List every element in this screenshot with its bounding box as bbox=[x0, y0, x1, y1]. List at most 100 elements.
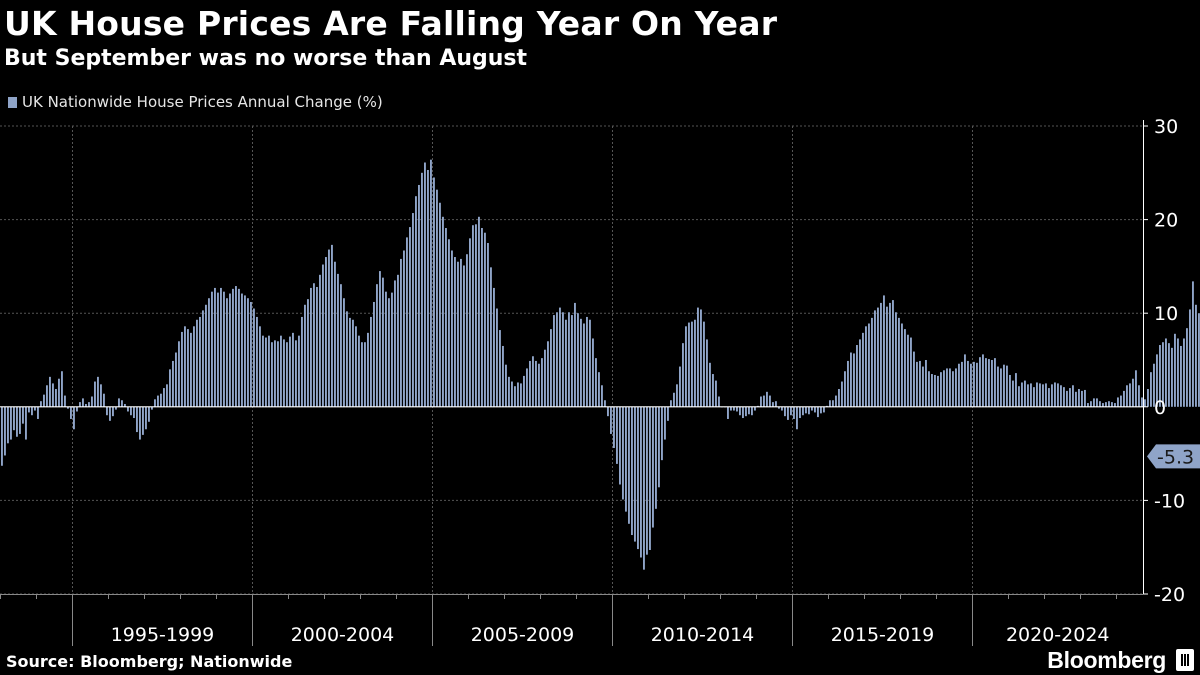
bar bbox=[553, 315, 555, 407]
bar bbox=[49, 376, 51, 407]
bar bbox=[1015, 373, 1017, 407]
bar bbox=[838, 389, 840, 407]
bloomberg-icon bbox=[1176, 649, 1194, 671]
bar bbox=[559, 307, 561, 407]
bar bbox=[892, 300, 894, 407]
bar bbox=[652, 406, 654, 528]
bar bbox=[241, 293, 243, 407]
bar bbox=[772, 402, 774, 407]
bar bbox=[955, 368, 957, 407]
bar bbox=[331, 244, 333, 407]
bar bbox=[118, 398, 120, 407]
bar bbox=[1033, 387, 1035, 407]
bar bbox=[1156, 354, 1158, 407]
bar bbox=[487, 243, 489, 407]
bar bbox=[928, 371, 930, 407]
bar bbox=[1096, 398, 1098, 407]
bar bbox=[874, 310, 876, 407]
bar bbox=[460, 258, 462, 407]
bar bbox=[43, 394, 45, 407]
bar bbox=[253, 308, 255, 407]
bar bbox=[952, 371, 954, 407]
bar bbox=[1138, 385, 1140, 407]
bar bbox=[154, 399, 156, 407]
bar bbox=[1084, 389, 1086, 407]
bar bbox=[307, 299, 309, 407]
bar bbox=[790, 406, 792, 416]
bar bbox=[211, 291, 213, 407]
bar bbox=[601, 385, 603, 407]
bar bbox=[556, 312, 558, 407]
bar bbox=[493, 287, 495, 407]
bar bbox=[1183, 338, 1185, 407]
y-tick-label: 10 bbox=[1154, 303, 1178, 325]
brand-logo-text: Bloomberg bbox=[1047, 647, 1166, 673]
bar bbox=[931, 374, 933, 407]
bar bbox=[1189, 309, 1191, 407]
y-tick-label: 0 bbox=[1154, 397, 1166, 419]
bar bbox=[598, 372, 600, 407]
bar bbox=[403, 250, 405, 407]
bar bbox=[883, 295, 885, 407]
bar bbox=[673, 392, 675, 407]
bar bbox=[511, 381, 513, 407]
bar bbox=[1186, 328, 1188, 407]
bar bbox=[136, 406, 138, 433]
bar bbox=[40, 401, 42, 407]
axes bbox=[0, 120, 1144, 646]
bar bbox=[13, 406, 15, 431]
bar bbox=[205, 304, 207, 407]
bar bbox=[973, 361, 975, 407]
bar bbox=[370, 316, 372, 407]
bar bbox=[1198, 313, 1200, 407]
bar bbox=[376, 284, 378, 407]
bar bbox=[712, 374, 714, 407]
bar bbox=[976, 362, 978, 407]
bar bbox=[619, 406, 621, 485]
bar bbox=[346, 311, 348, 407]
bar bbox=[229, 293, 231, 407]
bar bbox=[295, 340, 297, 407]
bar bbox=[1108, 401, 1110, 407]
bar bbox=[160, 393, 162, 407]
bar bbox=[415, 196, 417, 407]
bar bbox=[733, 406, 735, 411]
bar bbox=[568, 312, 570, 407]
bar bbox=[121, 400, 123, 407]
bar bbox=[796, 406, 798, 430]
bar bbox=[742, 406, 744, 419]
bar bbox=[115, 406, 117, 410]
bar bbox=[1048, 388, 1050, 407]
bar bbox=[235, 286, 237, 407]
bar bbox=[1111, 402, 1113, 407]
bar bbox=[850, 352, 852, 407]
bar bbox=[550, 329, 552, 407]
bar bbox=[178, 341, 180, 407]
bar bbox=[589, 319, 591, 407]
bar bbox=[766, 391, 768, 407]
bar bbox=[166, 384, 168, 407]
bar bbox=[445, 228, 447, 407]
bar bbox=[364, 342, 366, 407]
bar bbox=[670, 400, 672, 407]
bar bbox=[517, 382, 519, 407]
bar bbox=[793, 406, 795, 419]
bar bbox=[79, 402, 81, 407]
bar bbox=[688, 322, 690, 407]
bar bbox=[739, 406, 741, 416]
bar bbox=[1003, 364, 1005, 407]
bar bbox=[658, 406, 660, 488]
bars-group bbox=[1, 159, 1200, 570]
bar bbox=[823, 406, 825, 413]
bar bbox=[433, 177, 435, 407]
bar bbox=[7, 406, 9, 444]
bar bbox=[1063, 387, 1065, 407]
bar bbox=[685, 326, 687, 407]
bar bbox=[1150, 372, 1152, 407]
bar bbox=[334, 261, 336, 407]
bar bbox=[649, 406, 651, 551]
bar bbox=[202, 310, 204, 407]
bar bbox=[544, 349, 546, 407]
bar bbox=[1165, 338, 1167, 407]
bar bbox=[727, 406, 729, 419]
